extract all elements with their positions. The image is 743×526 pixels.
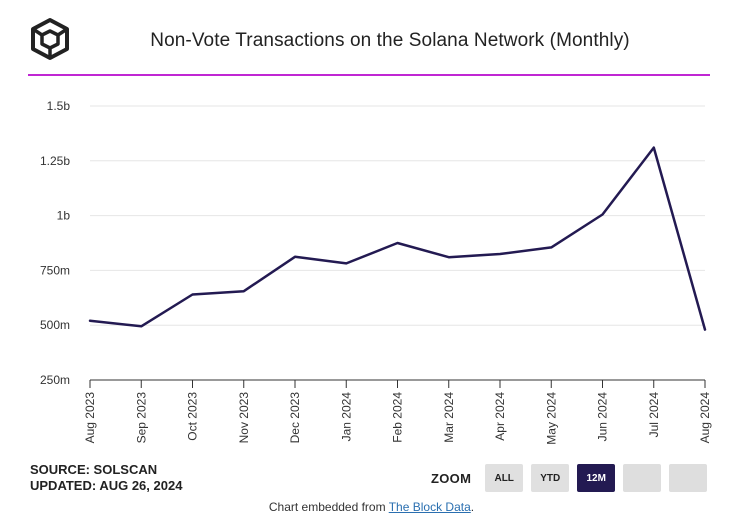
x-tick-label: Jun 2024 xyxy=(596,392,610,442)
data-point xyxy=(395,240,401,246)
x-tick-label: Dec 2023 xyxy=(288,392,302,444)
data-point xyxy=(292,254,298,260)
data-point xyxy=(343,260,349,266)
chart-plot: 250m 500m 750m 1b 1.25b 1.5b Aug 2023 Sep 2023 O… xyxy=(40,99,712,445)
zoom-ytd-button[interactable]: YTD xyxy=(531,464,570,492)
zoom-label: ZOOM xyxy=(431,470,472,486)
zoom-12m-button[interactable]: 12M xyxy=(577,464,616,492)
x-tick-label: May 2024 xyxy=(544,392,558,445)
data-point xyxy=(651,145,657,151)
chart-header: Non-Vote Transactions on the Solana Netw… xyxy=(0,0,743,76)
data-point xyxy=(702,327,708,333)
x-tick-label: Oct 2023 xyxy=(186,392,200,441)
x-tick-label: Jul 2024 xyxy=(647,392,661,438)
x-tick-label: Jan 2024 xyxy=(339,392,353,442)
updated-text: UPDATED: AUG 26, 2024 xyxy=(30,478,183,493)
embed-prefix: Chart embedded from xyxy=(268,500,389,514)
y-tick-label: 500m xyxy=(40,318,70,332)
y-tick-label: 250m xyxy=(40,373,70,387)
series-line xyxy=(88,146,707,331)
zoom-option-4-button[interactable] xyxy=(623,464,662,492)
y-tick-label: 1b xyxy=(57,209,71,223)
header-divider xyxy=(28,74,710,76)
x-tick-label: Sep 2023 xyxy=(134,392,148,444)
x-tick-label: Nov 2023 xyxy=(237,392,251,444)
zoom-all-button[interactable]: ALL xyxy=(485,464,524,492)
x-tick-label: Feb 2024 xyxy=(391,392,405,443)
data-point xyxy=(138,323,144,329)
zoom-controls: ZOOM ALL YTD 12M xyxy=(431,464,715,492)
data-point xyxy=(600,212,606,218)
embed-note: Chart embedded from The Block Data. xyxy=(0,500,743,514)
the-block-data-link[interactable]: The Block Data xyxy=(388,500,471,514)
x-tick-label: Aug 2023 xyxy=(83,392,97,444)
x-tick-label: Aug 2024 xyxy=(698,392,712,444)
data-point xyxy=(241,288,247,294)
chart-title: Non-Vote Transactions on the Solana Netw… xyxy=(150,30,630,51)
source-text: SOURCE: SOLSCAN xyxy=(30,462,158,477)
x-tick-label: Apr 2024 xyxy=(493,392,507,441)
embed-suffix: . xyxy=(470,500,475,514)
y-tick-label: 1.5b xyxy=(47,99,71,113)
x-tick-label: Mar 2024 xyxy=(442,392,456,443)
data-point xyxy=(548,244,554,250)
zoom-option-5-button[interactable] xyxy=(669,464,708,492)
y-tick-label: 1.25b xyxy=(40,154,70,168)
source-block: SOURCE: SOLSCAN UPDATED: AUG 26, 2024 xyxy=(30,462,182,494)
y-tick-label: 750m xyxy=(40,263,70,277)
data-point xyxy=(446,254,452,260)
data-point xyxy=(497,251,503,257)
data-point xyxy=(190,292,196,298)
the-block-logo-icon xyxy=(31,18,69,60)
data-point xyxy=(87,318,93,324)
